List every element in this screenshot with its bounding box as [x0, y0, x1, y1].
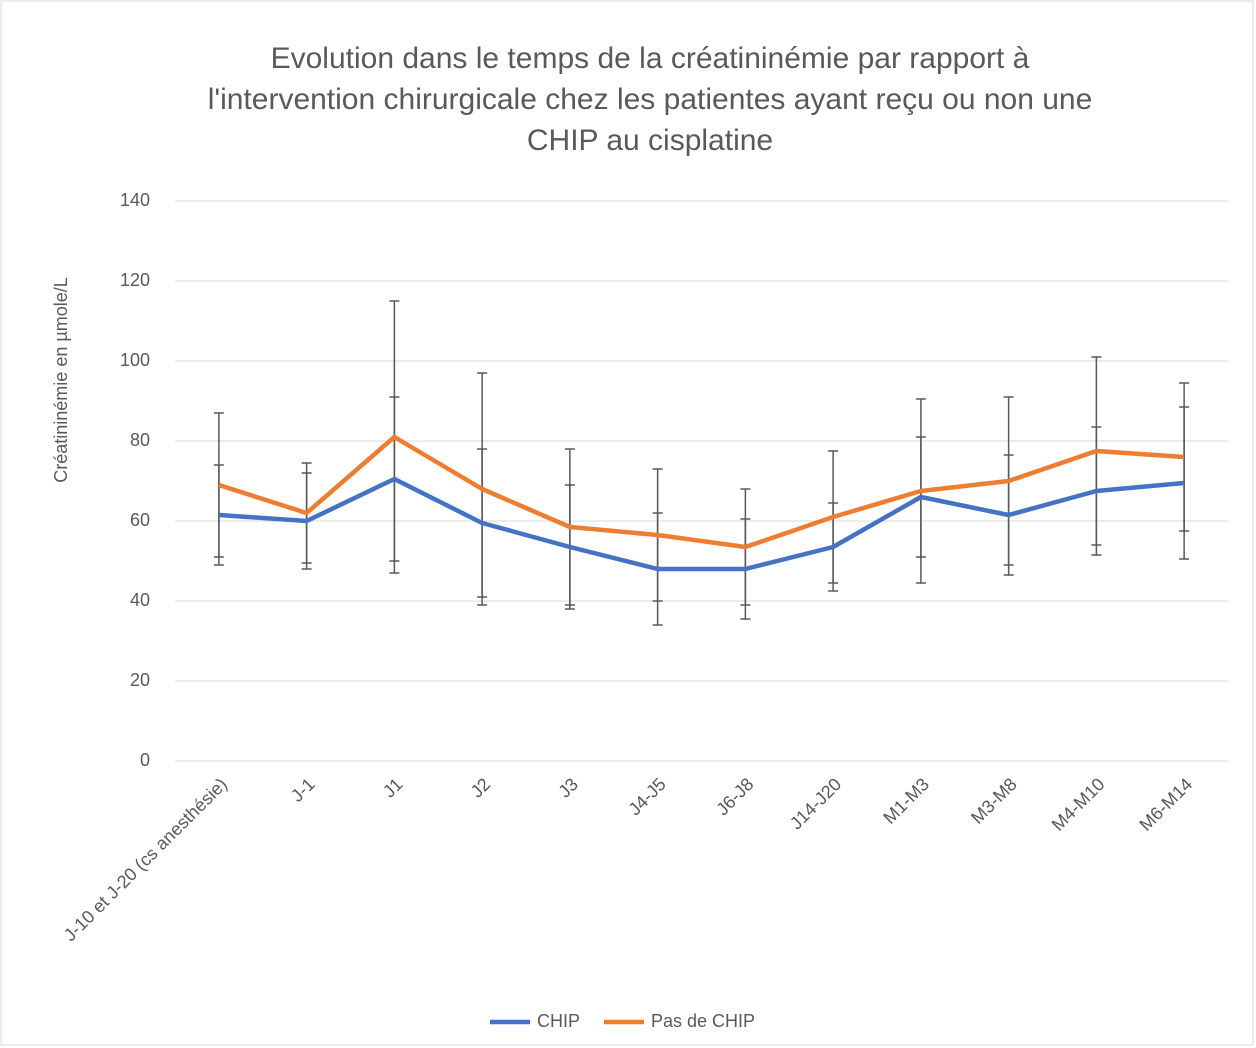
y-tick-label: 0 — [140, 750, 150, 770]
data-line — [218, 434, 1185, 550]
y-axis-label: Créatininémie en µmole/L — [51, 277, 71, 482]
legend-label: CHIP — [537, 1011, 580, 1031]
y-tick-label: 120 — [120, 270, 150, 290]
y-tick-label: 40 — [130, 590, 150, 610]
y-tick-label: 100 — [120, 350, 150, 370]
chart-title: Evolution dans le temps de la créatininé… — [207, 42, 1093, 157]
legend-label: Pas de CHIP — [651, 1011, 755, 1031]
y-tick-label: 80 — [130, 430, 150, 450]
y-tick-label: 60 — [130, 510, 150, 530]
y-tick-label: 20 — [130, 670, 150, 690]
y-tick-label: 140 — [120, 190, 150, 210]
data-line — [218, 476, 1185, 572]
